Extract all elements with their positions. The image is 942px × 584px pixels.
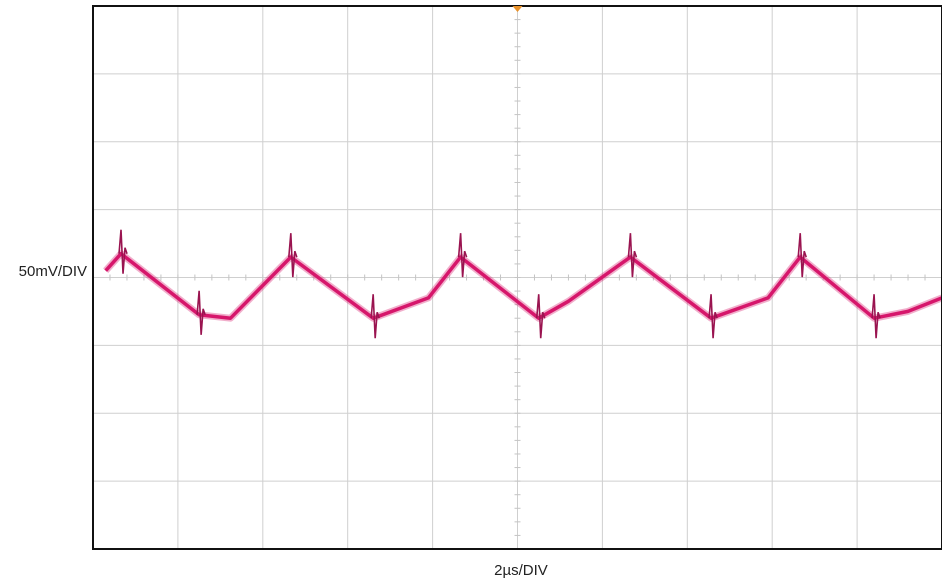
- y-axis-label: 50mV/DIV: [19, 263, 87, 280]
- switching-spike: [797, 233, 807, 278]
- center-axis-ticks: [109, 19, 926, 536]
- switching-spike: [871, 294, 881, 339]
- trigger-marker-icon: [512, 6, 523, 12]
- switching-spike: [535, 294, 546, 339]
- x-axis-label: 2µs/DIV: [494, 562, 548, 579]
- switching-spike: [288, 233, 298, 278]
- switching-spike: [627, 233, 638, 278]
- switching-spike: [118, 229, 128, 274]
- signal-trace: [103, 229, 942, 339]
- series-line-0: [104, 251, 942, 320]
- switching-spike: [196, 290, 206, 335]
- switching-spike: [370, 294, 380, 339]
- switching-spike: [708, 294, 718, 339]
- switching-spike: [457, 233, 468, 278]
